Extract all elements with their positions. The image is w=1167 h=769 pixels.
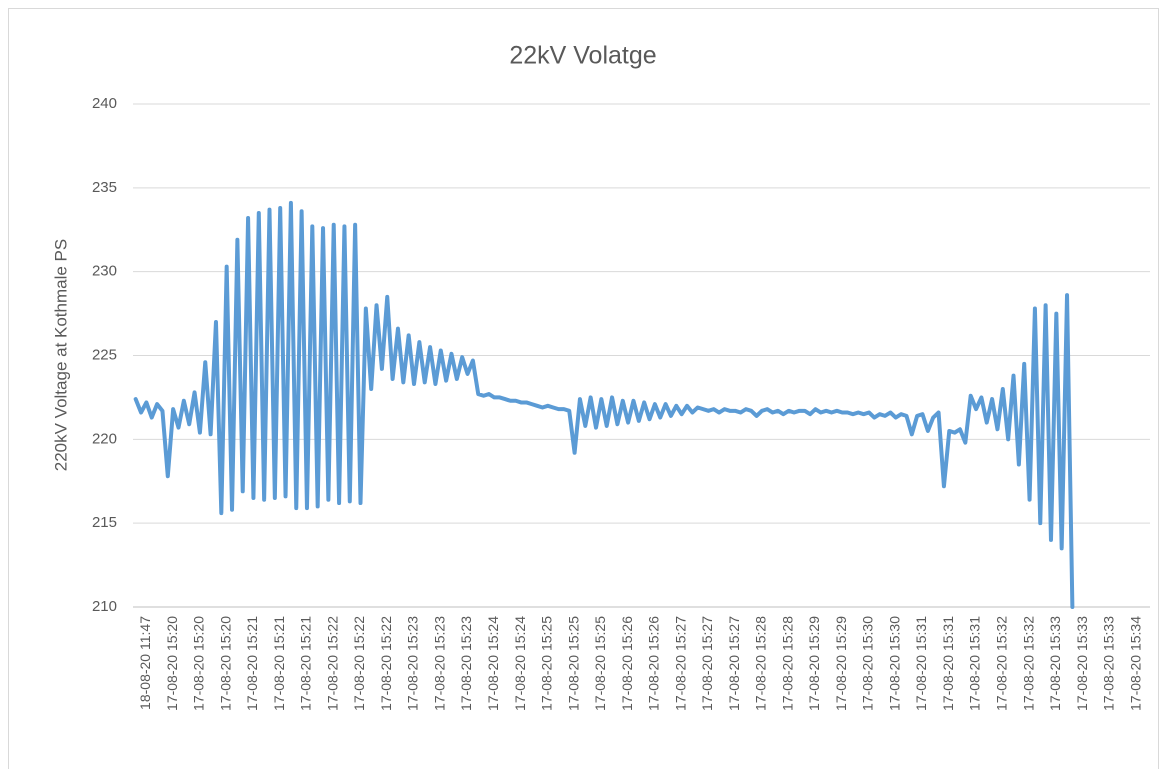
x-tick-label: 17-08-20 15:22 bbox=[351, 616, 367, 711]
x-tick-label: 17-08-20 15:34 bbox=[1127, 616, 1143, 711]
x-tick-label: 17-08-20 15:20 bbox=[217, 616, 233, 711]
x-tick-label: 17-08-20 15:31 bbox=[913, 616, 929, 711]
x-tick-label: 17-08-20 15:30 bbox=[886, 616, 902, 711]
x-tick-label: 17-08-20 15:23 bbox=[405, 616, 421, 711]
x-tick-label: 17-08-20 15:33 bbox=[1074, 616, 1090, 711]
x-tick-label: 17-08-20 15:24 bbox=[485, 616, 501, 711]
x-tick-label: 17-08-20 15:21 bbox=[244, 616, 260, 711]
x-tick-label: 17-08-20 15:31 bbox=[967, 616, 983, 711]
x-tick-label: 17-08-20 15:28 bbox=[753, 616, 769, 711]
x-tick-label: 17-08-20 15:26 bbox=[619, 616, 635, 711]
x-tick-label: 17-08-20 15:25 bbox=[565, 616, 581, 711]
x-tick-label: 17-08-20 15:27 bbox=[672, 616, 688, 711]
x-tick-label: 17-08-20 15:24 bbox=[512, 616, 528, 711]
x-tick-label: 17-08-20 15:29 bbox=[806, 616, 822, 711]
y-tick-label: 210 bbox=[92, 598, 117, 615]
chart-border bbox=[8, 8, 1159, 769]
x-tick-label: 17-08-20 15:29 bbox=[833, 616, 849, 711]
x-tick-label: 17-08-20 15:25 bbox=[539, 616, 555, 711]
y-tick-label: 235 bbox=[92, 179, 117, 196]
chart-title: 22kV Volatge bbox=[509, 42, 656, 70]
x-tick-label: 17-08-20 15:27 bbox=[699, 616, 715, 711]
data-line bbox=[133, 200, 1075, 609]
x-tick-label: 17-08-20 15:32 bbox=[1020, 616, 1036, 711]
x-tick-label: 17-08-20 15:23 bbox=[431, 616, 447, 711]
x-tick-label: 17-08-20 15:23 bbox=[458, 616, 474, 711]
x-tick-label: 18-08-20 11:47 bbox=[137, 616, 153, 710]
x-tick-label: 17-08-20 15:33 bbox=[1047, 616, 1063, 711]
y-tick-label: 215 bbox=[92, 514, 117, 531]
y-axis-label: 220kV Voltage at Kothmale PS bbox=[51, 239, 70, 472]
y-tick-label: 225 bbox=[92, 346, 117, 363]
x-tick-label: 17-08-20 15:20 bbox=[191, 616, 207, 711]
x-tick-label: 17-08-20 15:28 bbox=[779, 616, 795, 711]
x-tick-label: 17-08-20 15:26 bbox=[646, 616, 662, 711]
x-tick-label: 17-08-20 15:21 bbox=[271, 616, 287, 711]
x-tick-label: 17-08-20 15:30 bbox=[860, 616, 876, 711]
x-tick-label: 17-08-20 15:33 bbox=[1101, 616, 1117, 711]
x-tick-label: 17-08-20 15:22 bbox=[324, 616, 340, 711]
y-tick-label: 240 bbox=[92, 95, 117, 112]
x-tick-label: 17-08-20 15:22 bbox=[378, 616, 394, 711]
y-tick-label: 230 bbox=[92, 263, 117, 280]
x-tick-label: 17-08-20 15:20 bbox=[164, 616, 180, 711]
x-tick-label: 17-08-20 15:25 bbox=[592, 616, 608, 711]
x-tick-label: 17-08-20 15:31 bbox=[940, 616, 956, 711]
x-tick-label: 17-08-20 15:32 bbox=[994, 616, 1010, 711]
y-tick-label: 220 bbox=[92, 430, 117, 447]
x-tick-label: 17-08-20 15:21 bbox=[298, 616, 314, 711]
x-tick-label: 17-08-20 15:27 bbox=[726, 616, 742, 711]
